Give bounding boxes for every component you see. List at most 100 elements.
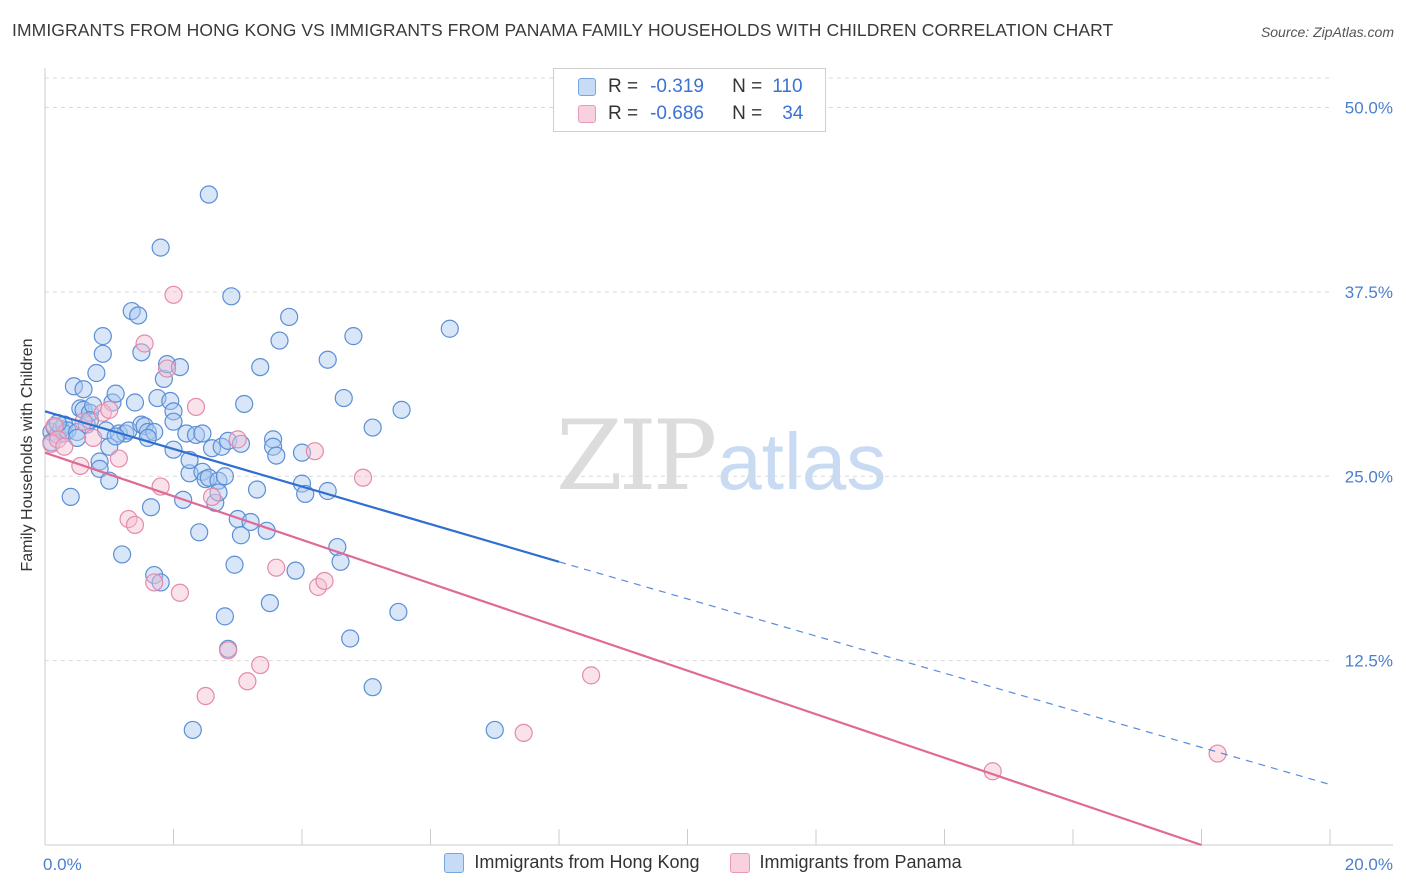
legend-r-value: -0.686 — [650, 103, 704, 124]
panama-point — [219, 641, 238, 660]
panama-point — [582, 666, 601, 685]
panama-point — [135, 334, 154, 353]
series-legend: Immigrants from Hong Kong Immigrants fro… — [0, 852, 1406, 873]
hong-kong-point — [100, 437, 119, 456]
panama-point — [267, 558, 286, 577]
panama-point — [238, 672, 257, 691]
panama-point — [84, 428, 103, 447]
y-tick-label: 50.0% — [1345, 99, 1393, 118]
hong-kong-point — [154, 369, 173, 388]
hong-kong-point — [485, 720, 504, 740]
hong-kong-trend-extension — [558, 561, 1331, 786]
panama-swatch — [578, 105, 596, 123]
y-tick-label: 37.5% — [1345, 283, 1393, 302]
hong-kong-swatch — [444, 852, 465, 873]
panama-point — [353, 468, 373, 487]
panama-swatch — [729, 852, 750, 873]
hong-kong-point — [440, 319, 459, 338]
hong-kong-point — [151, 238, 170, 257]
hong-kong-point — [112, 545, 132, 564]
hong-kong-point — [193, 424, 212, 443]
hong-kong-swatch — [578, 78, 596, 96]
hong-kong-point — [231, 526, 251, 545]
legend-item-panama: Immigrants from Panama — [729, 852, 962, 873]
hong-kong-point — [186, 425, 206, 445]
hong-kong-point — [190, 523, 209, 542]
hong-kong-point — [74, 380, 93, 399]
correlation-legend: R = -0.319 N = 110 R = -0.686 N = 34 — [553, 68, 826, 132]
panama-point — [109, 449, 128, 468]
legend-n-value: 34 — [782, 103, 804, 124]
panama-point — [71, 456, 90, 476]
panama-point — [48, 430, 67, 449]
tick-labels: 12.5% 25.0% 37.5% 50.0% 0.0% 20.0% — [43, 99, 1393, 875]
hong-kong-trend-line — [44, 410, 560, 563]
hong-kong-point — [183, 720, 202, 740]
legend-label: Immigrants from Panama — [759, 852, 962, 872]
hong-kong-point — [61, 487, 80, 506]
hong-kong-point — [286, 561, 305, 580]
hong-kong-point — [129, 306, 148, 325]
hong-kong-point — [106, 384, 125, 403]
hong-kong-point — [318, 350, 337, 369]
legend-n-label: N = — [732, 103, 763, 124]
hong-kong-point — [270, 331, 289, 350]
panama-trend-line — [44, 451, 1202, 847]
legend-n-label: N = — [732, 76, 763, 97]
hong-kong-point — [145, 565, 164, 585]
hong-kong-points — [42, 185, 504, 740]
hong-kong-point — [215, 467, 234, 486]
panama-point — [157, 359, 177, 378]
hong-kong-point — [164, 402, 183, 421]
legend-n-value: 110 — [772, 76, 803, 97]
hong-kong-point — [251, 358, 270, 377]
panama-point — [514, 723, 533, 743]
hong-kong-point — [334, 388, 353, 408]
hong-kong-point — [280, 307, 299, 327]
panama-point — [186, 397, 206, 417]
legend-r-label: R = — [608, 103, 639, 124]
hong-kong-point — [93, 344, 112, 363]
legend-label: Immigrants from Hong Kong — [474, 852, 700, 872]
hong-kong-point — [225, 555, 244, 574]
panama-point — [305, 442, 324, 461]
legend-row-hong-kong: R = -0.319 N = 110 — [578, 76, 803, 98]
x-tick-label: 0.0% — [43, 855, 82, 874]
panama-point — [196, 686, 215, 706]
hong-kong-point — [341, 629, 360, 648]
hong-kong-point — [164, 412, 183, 431]
chart-title: IMMIGRANTS FROM HONG KONG VS IMMIGRANTS … — [12, 20, 1114, 40]
trend-lines — [44, 410, 1331, 847]
panama-point — [55, 437, 74, 456]
legend-r-value: -0.319 — [650, 76, 704, 97]
axes — [44, 68, 1393, 846]
panama-point — [145, 573, 164, 592]
hong-kong-point — [222, 287, 241, 306]
hong-kong-point — [267, 446, 286, 465]
panama-point — [315, 571, 334, 591]
hong-kong-point — [235, 394, 254, 414]
hong-kong-point — [141, 498, 161, 517]
hong-kong-point — [215, 607, 234, 626]
hong-kong-point — [93, 327, 112, 346]
legend-r-label: R = — [608, 76, 639, 97]
panama-point — [100, 400, 119, 419]
hong-kong-point — [87, 363, 106, 383]
legend-item-hong-kong: Immigrants from Hong Kong — [444, 852, 700, 873]
x-tick-label: 20.0% — [1345, 855, 1393, 874]
hong-kong-point — [389, 602, 408, 622]
hong-kong-point — [177, 424, 196, 443]
hong-kong-point — [363, 678, 382, 697]
hong-kong-point — [363, 418, 382, 437]
panama-point — [251, 655, 270, 675]
hong-kong-point — [68, 422, 87, 442]
y-tick-label: 25.0% — [1345, 467, 1393, 486]
y-tick-label: 12.5% — [1345, 652, 1393, 671]
hong-kong-point — [68, 428, 87, 447]
hong-kong-point — [202, 439, 222, 458]
legend-row-panama: R = -0.686 N = 34 — [578, 103, 803, 125]
hong-kong-point — [125, 393, 145, 412]
panama-points — [42, 285, 1227, 781]
hong-kong-point — [392, 400, 411, 419]
